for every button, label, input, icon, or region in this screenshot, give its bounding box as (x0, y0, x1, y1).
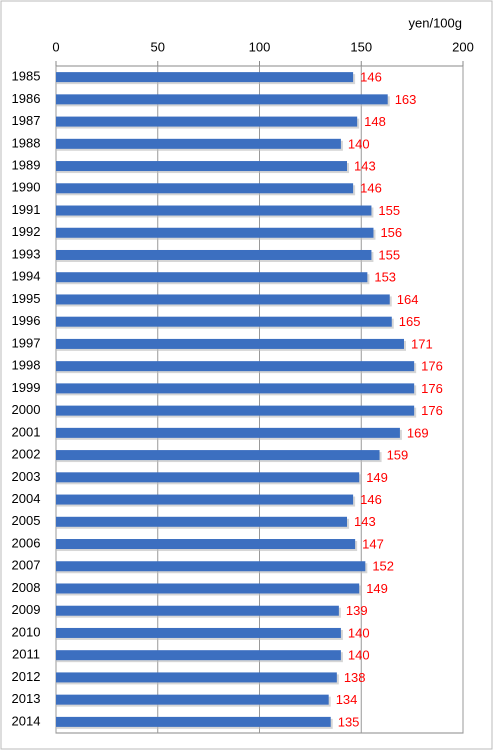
bar (56, 716, 331, 727)
value-label: 147 (362, 536, 384, 551)
value-label: 155 (378, 203, 400, 218)
y-tick-label: 2009 (12, 602, 41, 617)
value-label: 134 (336, 692, 358, 707)
value-label: 148 (364, 114, 386, 129)
value-label: 159 (387, 448, 409, 463)
value-label: 164 (397, 292, 419, 307)
bar (56, 494, 354, 505)
bar (56, 316, 392, 327)
bar (56, 94, 388, 105)
y-tick-label: 2000 (12, 402, 41, 417)
x-tick-label: 200 (452, 39, 474, 54)
bar (56, 249, 372, 260)
x-tick-label: 150 (350, 39, 372, 54)
bar (56, 183, 354, 194)
y-tick-label: 2006 (12, 535, 41, 550)
bar (56, 383, 415, 394)
bar (56, 539, 356, 550)
bar (56, 605, 339, 616)
value-label: 176 (421, 359, 443, 374)
bar (56, 650, 341, 661)
value-label: 165 (399, 314, 421, 329)
bar (56, 561, 366, 572)
y-tick-label: 2010 (12, 624, 41, 639)
y-tick-label: 1987 (12, 113, 41, 128)
y-tick-label: 2002 (12, 447, 41, 462)
y-tick-label: 1990 (12, 180, 41, 195)
bar (56, 116, 358, 127)
y-tick-label: 2007 (12, 558, 41, 573)
y-tick-label: 1997 (12, 335, 41, 350)
value-label: 138 (344, 670, 366, 685)
value-label: 149 (366, 470, 388, 485)
y-tick-label: 1985 (12, 69, 41, 84)
bar (56, 338, 404, 349)
bar (56, 472, 360, 483)
value-label: 149 (366, 581, 388, 596)
y-tick-label: 1994 (12, 269, 41, 284)
value-label: 169 (407, 425, 429, 440)
value-label: 171 (411, 336, 433, 351)
y-tick-label: 1991 (12, 202, 41, 217)
bar (56, 516, 348, 527)
bar (56, 694, 329, 705)
y-tick-label: 1993 (12, 246, 41, 261)
bar (56, 427, 400, 438)
value-label: 143 (354, 514, 376, 529)
y-tick-label: 2014 (12, 713, 41, 728)
y-tick-label: 2005 (12, 513, 41, 528)
y-tick-label: 2004 (12, 491, 41, 506)
y-tick-label: 1989 (12, 157, 41, 172)
value-label: 155 (378, 247, 400, 262)
value-label: 135 (338, 714, 360, 729)
value-label: 146 (360, 70, 382, 85)
unit-label: yen/100g (409, 15, 463, 30)
x-tick-label: 100 (249, 39, 271, 54)
y-tick-label: 2008 (12, 580, 41, 595)
value-label: 140 (348, 648, 370, 663)
y-tick-label: 2011 (12, 647, 40, 662)
bar (56, 672, 337, 683)
value-label: 156 (380, 225, 402, 240)
y-tick-label: 1992 (12, 224, 41, 239)
value-label: 139 (346, 603, 368, 618)
value-label: 152 (372, 559, 394, 574)
bar (56, 405, 415, 416)
value-label: 176 (421, 403, 443, 418)
bar (56, 205, 372, 216)
y-tick-label: 2013 (12, 691, 41, 706)
bar (56, 450, 380, 461)
bar (56, 627, 341, 638)
bar (56, 583, 360, 594)
value-label: 146 (360, 492, 382, 507)
value-label: 143 (354, 158, 376, 173)
bar (56, 227, 374, 238)
y-tick-label: 1988 (12, 135, 41, 150)
value-label: 146 (360, 181, 382, 196)
y-tick-label: 2003 (12, 469, 41, 484)
y-tick-label: 2012 (12, 669, 41, 684)
value-label: 163 (395, 92, 417, 107)
bar (56, 138, 341, 149)
y-tick-label: 1999 (12, 380, 41, 395)
x-tick-label: 0 (52, 39, 59, 54)
y-tick-label: 1998 (12, 358, 41, 373)
value-label: 140 (348, 136, 370, 151)
value-label: 140 (348, 625, 370, 640)
y-tick-label: 2001 (12, 424, 41, 439)
value-label: 176 (421, 381, 443, 396)
bar (56, 72, 354, 83)
y-tick-label: 1986 (12, 91, 41, 106)
bar (56, 272, 368, 283)
bar (56, 161, 348, 172)
bar (56, 294, 390, 305)
y-tick-label: 1996 (12, 313, 41, 328)
bar (56, 361, 415, 372)
value-label: 153 (374, 270, 396, 285)
x-tick-label: 50 (151, 39, 165, 54)
y-tick-label: 1995 (12, 291, 41, 306)
